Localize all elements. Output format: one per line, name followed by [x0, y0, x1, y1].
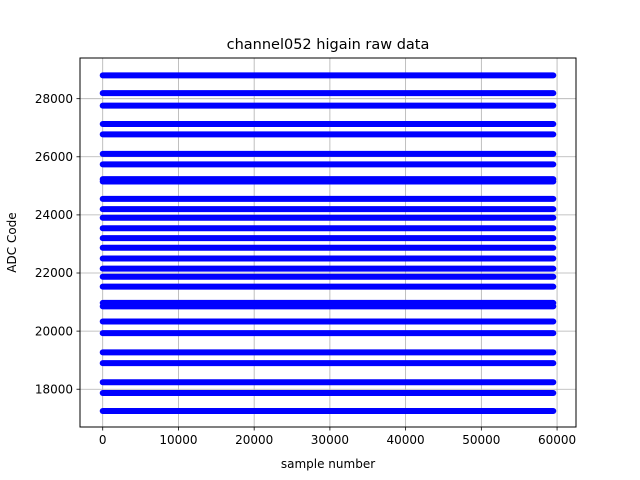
- y-tick-label: 18000: [35, 382, 73, 396]
- y-tick-label: 28000: [35, 92, 73, 106]
- y-axis-label: ADC Code: [5, 212, 19, 272]
- x-tick-label: 20000: [235, 433, 273, 447]
- data-layer: [99, 72, 557, 415]
- x-tick-label: 40000: [387, 433, 425, 447]
- y-tick-label: 24000: [35, 208, 73, 222]
- y-tick-label: 22000: [35, 266, 73, 280]
- x-tick-label: 60000: [538, 433, 576, 447]
- x-tick-label: 0: [99, 433, 107, 447]
- plot-area-frame: [79, 57, 577, 428]
- y-tick-label: 20000: [35, 324, 73, 338]
- x-tick-label: 50000: [462, 433, 500, 447]
- x-tick-label: 10000: [159, 433, 197, 447]
- x-axis-label: sample number: [281, 457, 375, 471]
- x-tick-label: 30000: [311, 433, 349, 447]
- y-tick-label: 26000: [35, 150, 73, 164]
- chart-title: channel052 higain raw data: [227, 37, 430, 53]
- tick-layer: 0 10000 20000 30000 40000 50000 60000 18000 2000…: [35, 92, 576, 447]
